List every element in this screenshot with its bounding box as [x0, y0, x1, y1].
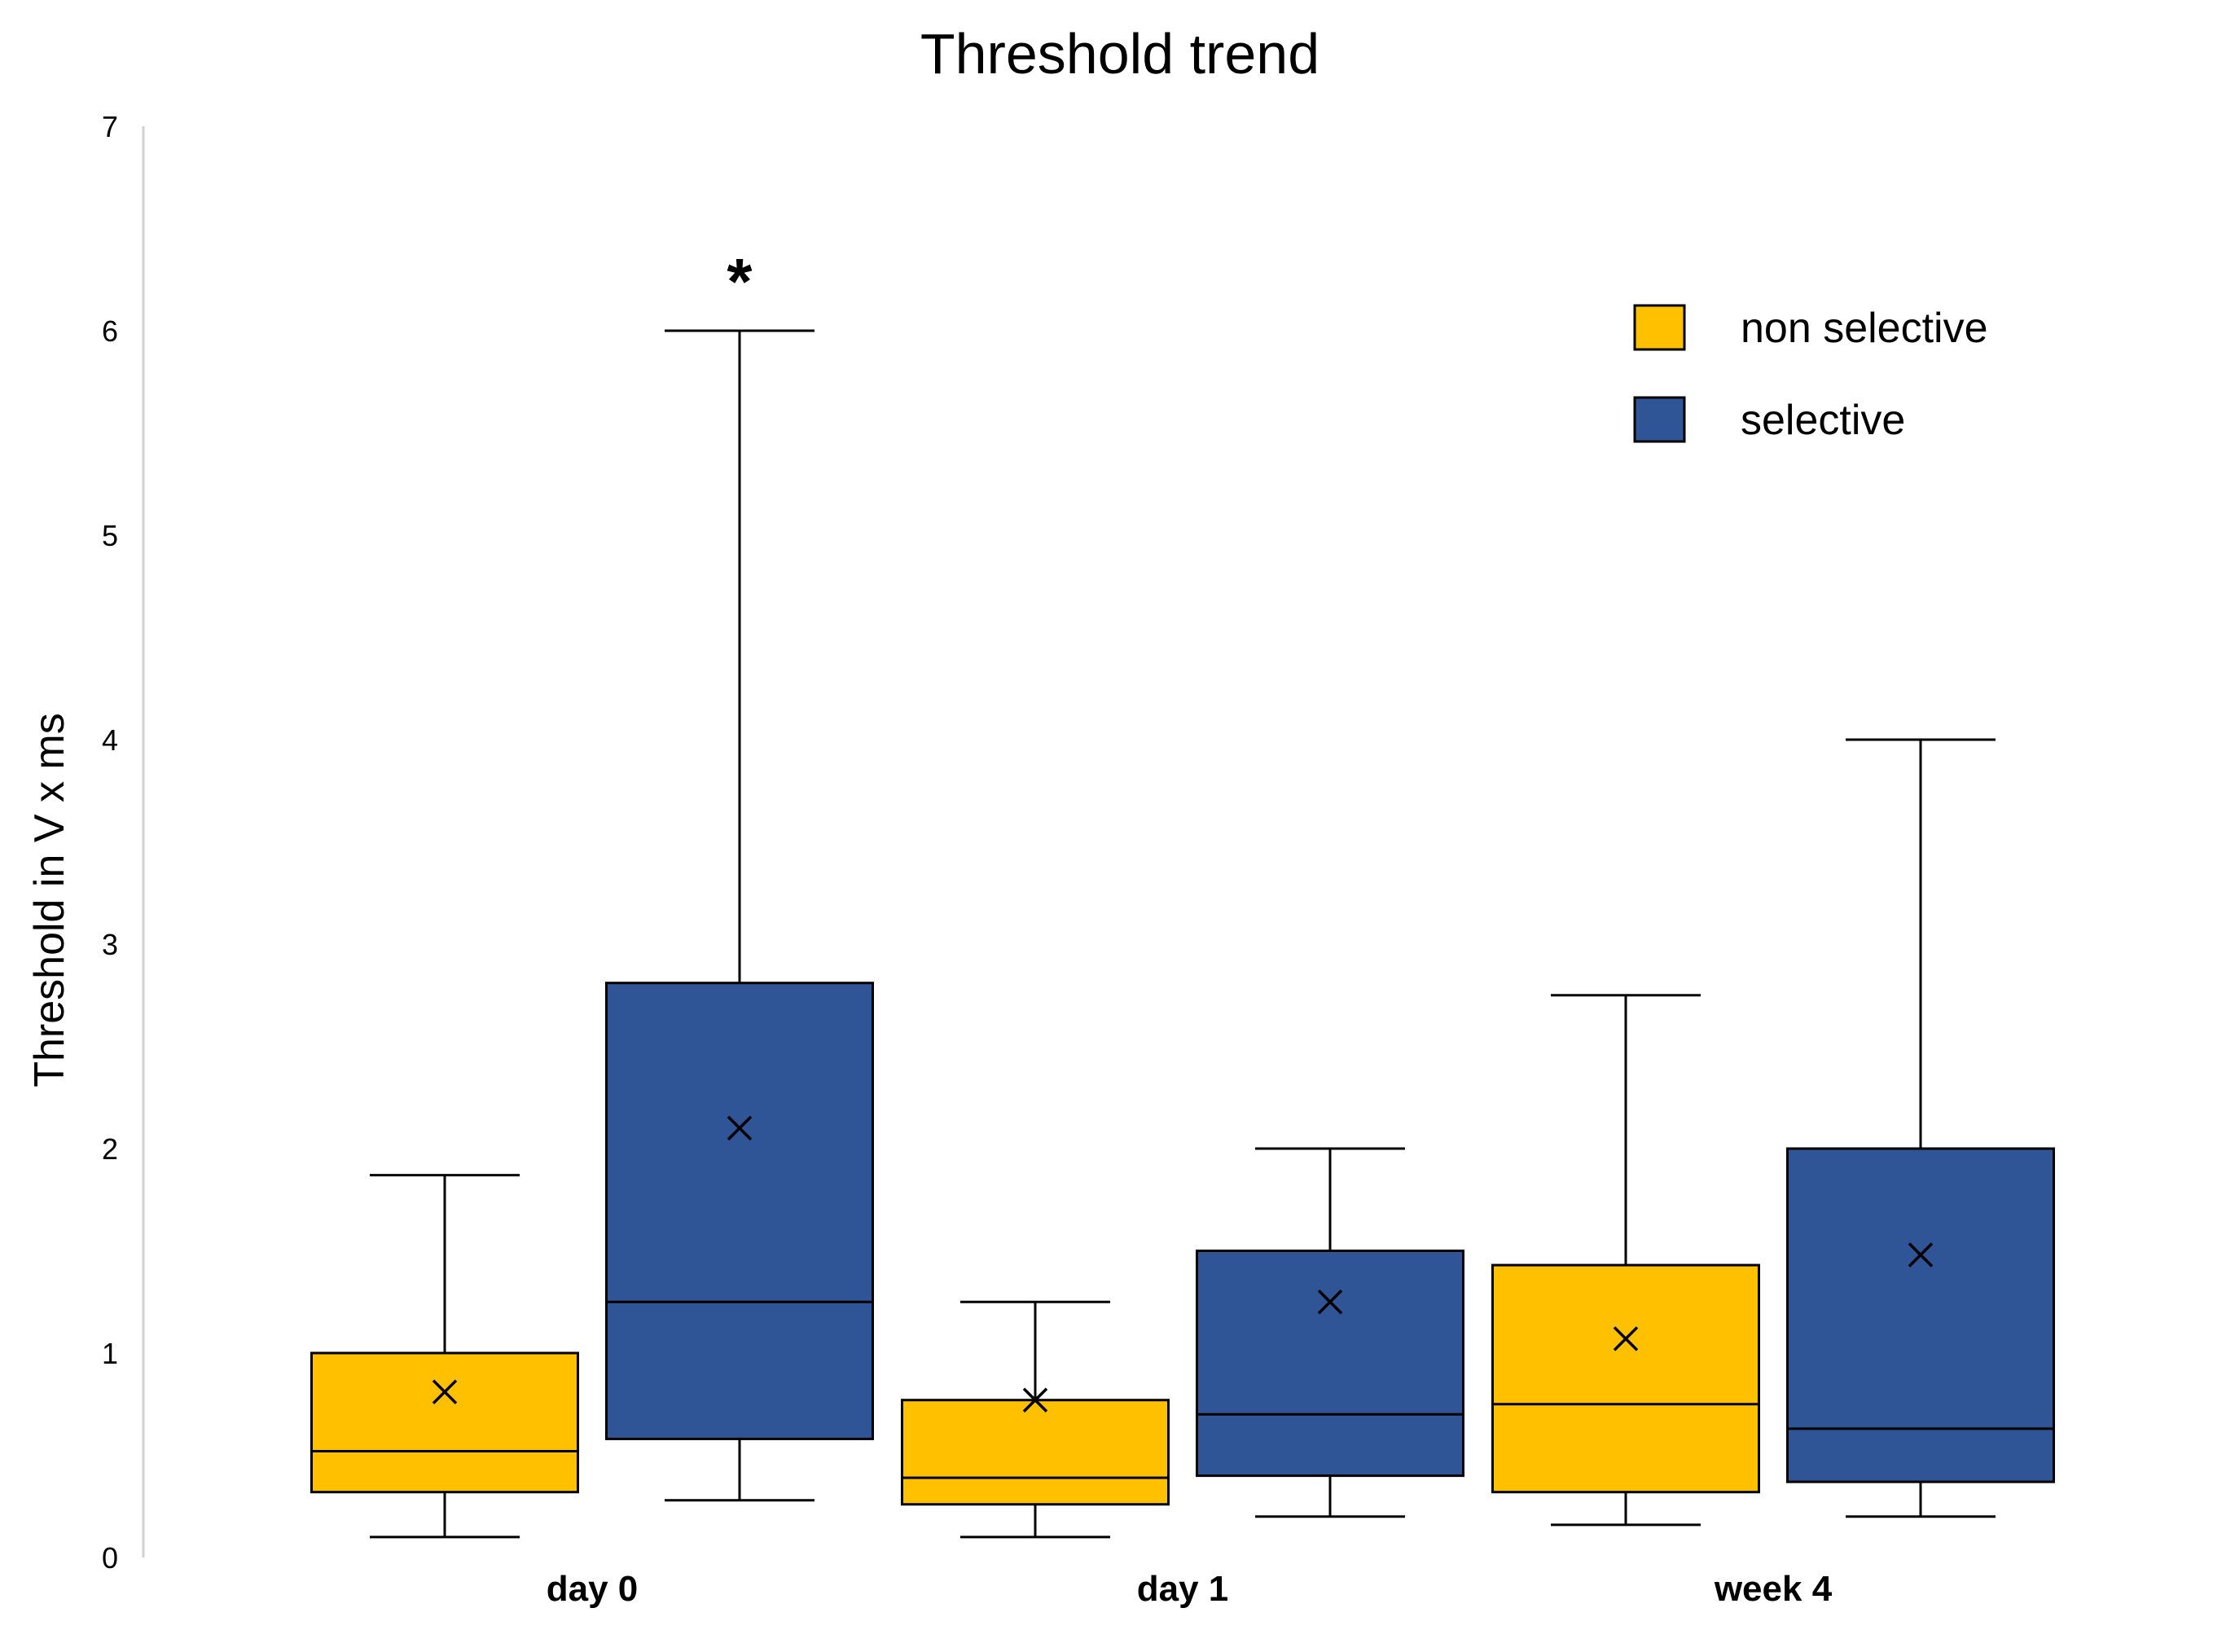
iqr-box — [901, 1399, 1170, 1506]
y-tick-label: 0 — [102, 1541, 118, 1575]
mean-marker — [727, 1115, 753, 1141]
y-axis-ticks: 0 1 2 3 4 5 6 7 — [102, 110, 118, 1575]
y-tick-label: 5 — [102, 519, 118, 552]
chart-title: Threshold trend — [920, 22, 1319, 86]
box-non-selective-day-1 — [901, 1300, 1170, 1539]
y-tick-label: 6 — [102, 314, 118, 348]
box-selective-day-0 — [605, 329, 874, 1502]
significance-asterisk: * — [727, 245, 753, 318]
iqr-box — [1491, 1263, 1760, 1494]
x-tick-label: day 1 — [1137, 1569, 1229, 1609]
box-series — [310, 329, 2055, 1539]
box-non-selective-week-4 — [1491, 994, 1760, 1527]
mean-marker — [1317, 1290, 1343, 1315]
y-tick-label: 1 — [102, 1337, 118, 1370]
legend-item: selective — [1633, 396, 1905, 444]
y-tick-label: 3 — [102, 928, 118, 961]
iqr-box — [605, 982, 874, 1440]
iqr-box — [310, 1351, 579, 1494]
legend-label: selective — [1741, 397, 1905, 444]
iqr-box — [1196, 1250, 1464, 1478]
y-tick-label: 4 — [102, 723, 118, 757]
annotations: * — [727, 245, 753, 318]
x-tick-label: day 0 — [547, 1569, 639, 1609]
x-tick-label: week 4 — [1714, 1569, 1833, 1609]
box-non-selective-day-0 — [310, 1174, 579, 1539]
legend-item: non selective — [1633, 304, 1988, 352]
legend: non selective selective — [1633, 304, 1988, 444]
mean-marker — [432, 1379, 458, 1404]
box-selective-week-4 — [1786, 738, 2055, 1518]
x-axis-ticks: day 0 day 1 week 4 — [547, 1569, 1833, 1609]
legend-swatch — [1633, 396, 1686, 443]
mean-marker — [1022, 1387, 1048, 1413]
y-axis-label: Threshold in V x ms — [26, 713, 73, 1087]
box-selective-day-1 — [1196, 1147, 1464, 1518]
y-tick-label: 7 — [102, 110, 118, 143]
mean-marker — [1613, 1326, 1639, 1351]
y-tick-label: 2 — [102, 1132, 118, 1166]
iqr-box — [1786, 1147, 2055, 1483]
legend-swatch — [1633, 304, 1686, 351]
mean-marker — [1908, 1242, 1934, 1268]
legend-label: non selective — [1741, 305, 1988, 352]
